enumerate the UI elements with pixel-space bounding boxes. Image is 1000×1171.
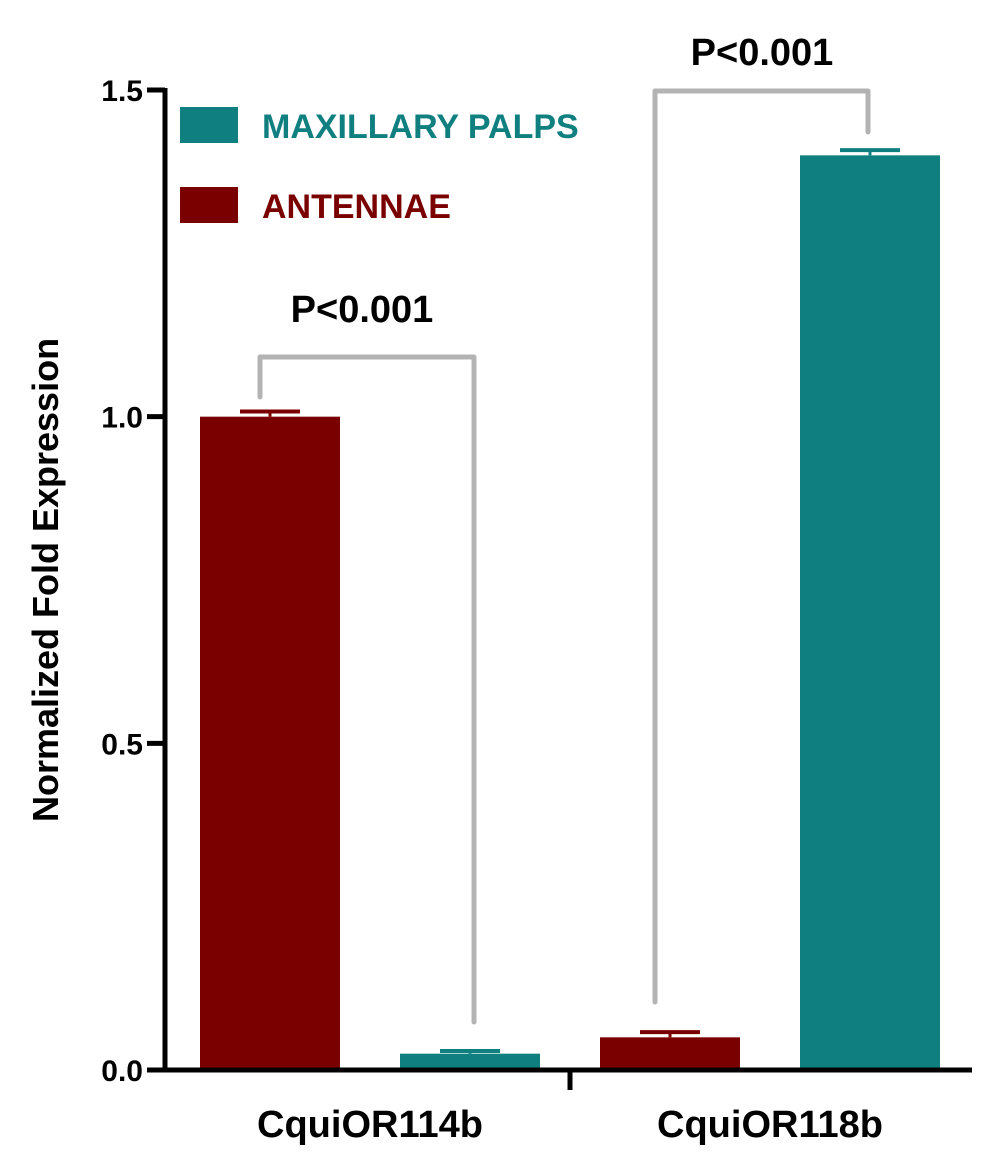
significance-bracket	[652, 88, 871, 1005]
y-axis-label: Normalized Fold Expression	[25, 338, 66, 822]
x-tick-label: CquiOR114b	[257, 1104, 483, 1146]
y-tick-label: 0.0	[101, 1055, 143, 1088]
bar-maxillary-palps-cquior118b	[800, 155, 940, 1071]
y-tick-label: 0.5	[101, 728, 143, 761]
bar-antennae-cquior114b	[200, 416, 340, 1071]
significance-brackets: P<0.001 P<0.001	[257, 32, 871, 1025]
bars-layer	[200, 148, 940, 1071]
significance-label: P<0.001	[691, 32, 834, 74]
legend-swatch-maxillary-palps	[180, 107, 238, 143]
y-tick-label: 1.5	[101, 75, 143, 108]
legend-swatch-antennae	[180, 187, 238, 223]
y-tick-label: 1.0	[101, 402, 143, 435]
x-tick-label: CquiOR118b	[657, 1104, 883, 1146]
bar-maxillary-palps-cquior114b	[400, 1053, 540, 1070]
significance-bracket	[257, 354, 477, 1025]
bar-antennae-cquior118b	[600, 1037, 740, 1070]
axes: 0.0 0.5 1.0 1.5 CquiOR114b CquiOR118b	[101, 75, 972, 1146]
legend-label-maxillary-palps: MAXILLARY PALPS	[262, 108, 579, 146]
legend: MAXILLARY PALPS ANTENNAE	[180, 107, 579, 226]
significance-label: P<0.001	[291, 289, 434, 331]
legend-label-antennae: ANTENNAE	[262, 188, 451, 226]
